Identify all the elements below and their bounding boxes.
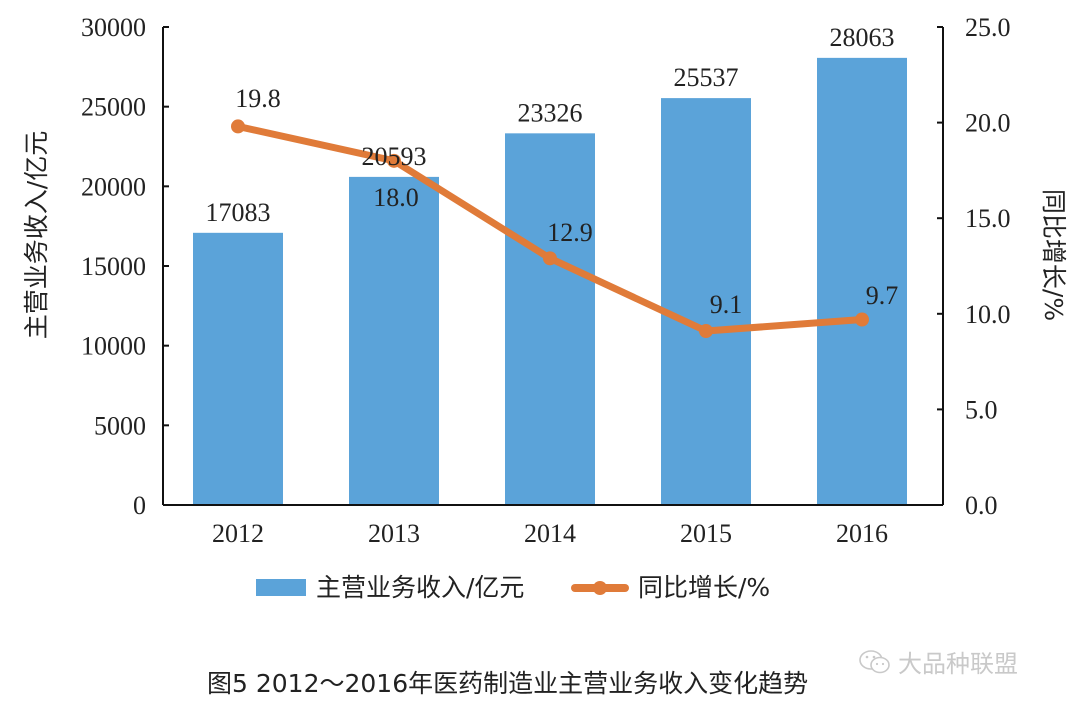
left-tick-label: 20000 [81, 172, 146, 201]
left-tick-label: 10000 [81, 332, 146, 361]
legend-bar-swatch [256, 579, 306, 596]
bar-value-label: 17083 [206, 198, 271, 227]
line-series [231, 119, 869, 339]
line-value-label: 9.1 [710, 290, 743, 319]
line-value-label: 9.7 [866, 281, 899, 310]
figure-caption: 图5 2012～2016年医药制造业主营业务收入变化趋势 [207, 669, 809, 698]
left-axis-title: 主营业务收入/亿元 [22, 131, 51, 339]
bar-value-label: 25537 [674, 63, 739, 92]
legend-line-label: 同比增长/% [638, 573, 770, 602]
right-tick-label: 15.0 [965, 204, 1011, 233]
legend-line-marker [593, 581, 607, 595]
bar-2014 [505, 133, 595, 506]
x-tick-label: 2015 [680, 519, 732, 548]
bar-2015 [661, 98, 751, 505]
line-marker-2016 [855, 312, 869, 327]
left-tick-label: 5000 [94, 411, 146, 440]
x-tick-label: 2012 [212, 519, 264, 548]
axes: 0 5000 10000 15000 20000 25000 30000 0.0 5.0 10.0… [22, 13, 1068, 548]
legend: 主营业务收入/亿元 同比增长/% [256, 573, 770, 602]
x-tick-label: 2014 [524, 519, 576, 548]
right-tick-label: 5.0 [965, 395, 998, 424]
x-tick-label: 2016 [836, 519, 888, 548]
left-tick-label: 30000 [81, 13, 146, 42]
bar-value-label: 23326 [518, 98, 583, 127]
data-labels: 17083 20593 23326 25537 28063 19.8 18.0 12.9 9.1… [206, 23, 899, 319]
left-tick-label: 0 [133, 491, 146, 520]
line-value-label: 12.9 [547, 218, 593, 247]
line-marker-2014 [543, 251, 557, 266]
x-tick-label: 2013 [368, 519, 420, 548]
wechat-icon [859, 649, 890, 673]
left-tick-label: 25000 [81, 93, 146, 122]
bar-2016 [817, 57, 907, 506]
watermark: 大品种联盟 [858, 644, 1018, 679]
line-value-label: 18.0 [373, 183, 419, 212]
line-marker-2012 [231, 119, 245, 134]
right-tick-label: 0.0 [965, 491, 998, 520]
bar-2013 [349, 176, 439, 505]
left-tick-label: 15000 [81, 252, 146, 281]
line-marker-2015 [699, 324, 713, 339]
line-value-label: 19.8 [235, 84, 281, 113]
right-tick-label: 25.0 [965, 13, 1011, 42]
right-tick-label: 10.0 [965, 300, 1011, 329]
legend-bar-label: 主营业务收入/亿元 [316, 573, 524, 602]
right-tick-label: 20.0 [965, 109, 1011, 138]
line-marker-2013 [387, 153, 401, 168]
bar-2012 [193, 232, 283, 506]
right-axis-title: 同比增长/% [1039, 189, 1068, 321]
bar-value-label: 28063 [830, 23, 895, 52]
bar-series [193, 57, 907, 506]
watermark-text: 大品种联盟 [898, 650, 1018, 678]
bar-value-label: 20593 [362, 142, 427, 171]
